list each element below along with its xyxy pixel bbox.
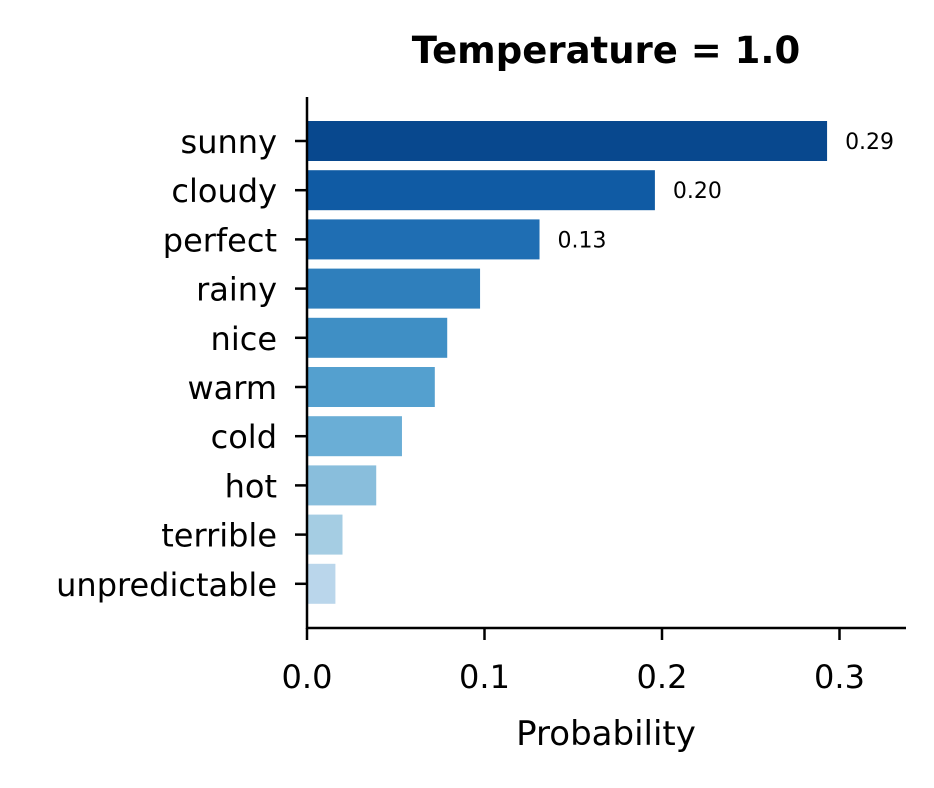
bar-nice bbox=[307, 317, 448, 358]
x-axis-label: Probability bbox=[516, 714, 696, 754]
bar-warm bbox=[307, 367, 435, 407]
y-tick-label: hot bbox=[225, 467, 277, 505]
y-tick-label: nice bbox=[211, 320, 277, 358]
x-tick-label: 0.0 bbox=[282, 658, 333, 696]
x-tick-label: 0.2 bbox=[637, 658, 688, 696]
y-tick-label: perfect bbox=[163, 221, 277, 259]
data-label: 0.13 bbox=[558, 228, 607, 253]
y-tick-label: cold bbox=[211, 418, 277, 456]
bar-sunny bbox=[307, 121, 828, 161]
data-label: 0.20 bbox=[673, 179, 722, 204]
y-tick-label: terrible bbox=[161, 517, 277, 555]
y-tick-label: rainy bbox=[196, 271, 277, 309]
bar-unpredictable bbox=[307, 563, 336, 604]
y-tick-label: sunny bbox=[181, 123, 277, 161]
bar-cloudy bbox=[307, 170, 655, 211]
bar-terrible bbox=[307, 514, 343, 555]
y-tick-label: warm bbox=[187, 369, 277, 407]
x-tick-label: 0.3 bbox=[814, 658, 865, 696]
bar-perfect bbox=[307, 219, 540, 260]
y-tick-label: unpredictable bbox=[56, 566, 277, 604]
chart-title: Temperature = 1.0 bbox=[412, 29, 800, 72]
y-tick-label: cloudy bbox=[171, 172, 277, 210]
data-label: 0.29 bbox=[845, 130, 894, 155]
x-tick-label: 0.1 bbox=[459, 658, 510, 696]
bar-rainy bbox=[307, 268, 481, 309]
bar-cold bbox=[307, 416, 402, 457]
bar-hot bbox=[307, 465, 377, 506]
